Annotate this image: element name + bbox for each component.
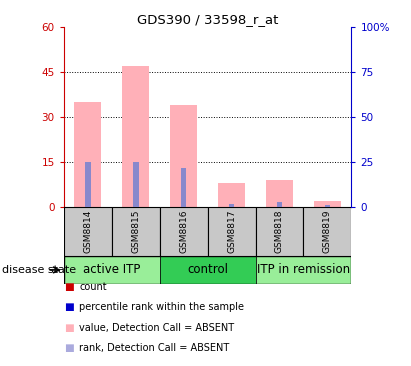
Text: ■: ■ [64,302,74,313]
Text: count: count [79,282,107,292]
Bar [314,201,341,207]
Bar [208,207,256,256]
Text: GSM8815: GSM8815 [131,210,140,253]
Bar [325,205,330,207]
Text: value, Detection Call = ABSENT: value, Detection Call = ABSENT [79,322,234,333]
Bar [112,207,159,256]
Text: ■: ■ [64,322,74,333]
Bar [159,256,256,284]
Text: GSM8818: GSM8818 [275,210,284,253]
Bar [256,256,351,284]
Bar [133,162,139,207]
Text: percentile rank within the sample: percentile rank within the sample [79,302,244,313]
Text: control: control [187,264,228,276]
Bar [303,207,351,256]
Bar [266,180,293,207]
Text: active ITP: active ITP [83,264,140,276]
Text: rank, Detection Call = ABSENT: rank, Detection Call = ABSENT [79,343,230,353]
Bar [159,207,208,256]
Text: disease state: disease state [2,265,76,275]
Bar [85,162,90,207]
Bar [64,207,112,256]
Text: ■: ■ [64,343,74,353]
Bar [256,207,303,256]
Text: GSM8817: GSM8817 [227,210,236,253]
Bar [74,102,101,207]
Bar [64,256,159,284]
Title: GDS390 / 33598_r_at: GDS390 / 33598_r_at [137,13,278,26]
Text: ITP in remission: ITP in remission [257,264,350,276]
Text: GSM8819: GSM8819 [323,210,332,253]
Text: GSM8816: GSM8816 [179,210,188,253]
Text: GSM8814: GSM8814 [83,210,92,253]
Bar [181,168,187,207]
Bar [277,202,282,207]
Bar [171,105,197,207]
Text: ■: ■ [64,282,74,292]
Bar [229,204,234,207]
Bar [218,183,245,207]
Bar [122,66,149,207]
